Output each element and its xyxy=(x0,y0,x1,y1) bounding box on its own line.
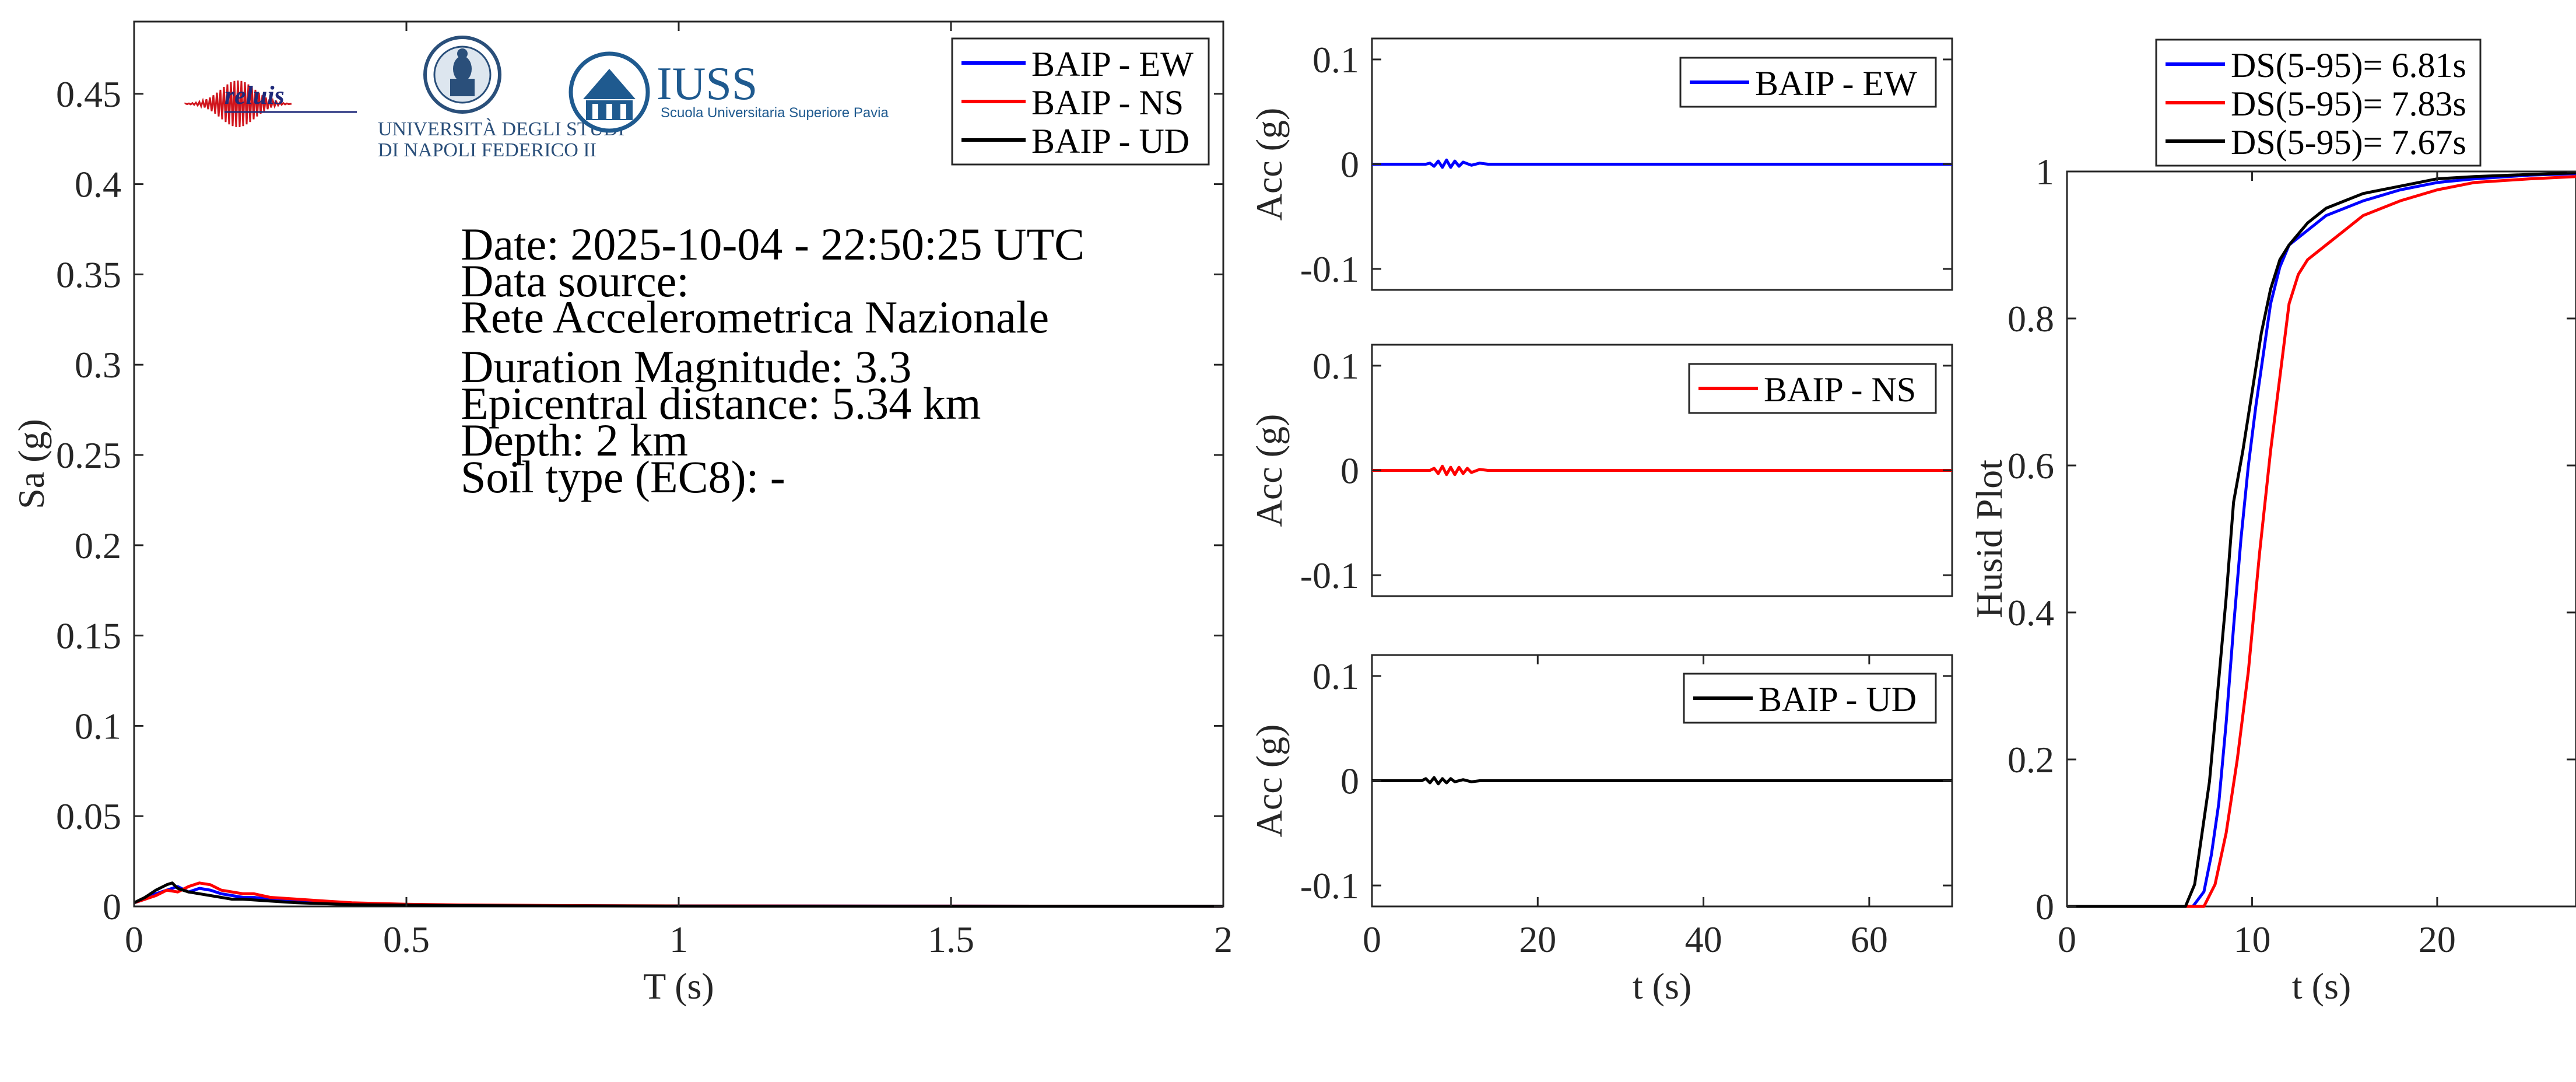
x-tick-label: 40 xyxy=(1685,919,1722,960)
y-tick-label: 0.8 xyxy=(2008,298,2054,339)
x-tick-label: 60 xyxy=(1851,919,1888,960)
soil-type: Soil type (EC8): - xyxy=(461,451,785,502)
x-tick-label: 20 xyxy=(1519,919,1556,960)
x-tick-label: 20 xyxy=(2419,919,2456,960)
legend-entry-label: DS(5-95)= 7.67s xyxy=(2231,123,2466,162)
legend-entry-label: BAIP - EW xyxy=(1755,64,1917,103)
legend-entry-label: BAIP - NS xyxy=(1031,83,1184,122)
duration-magnitude: Duration Magnitude: 3.3 xyxy=(461,341,911,392)
iuss-logo: IUSS Scuola Universitaria Superiore Pavi… xyxy=(568,51,889,133)
acceleration-ud-chart: -0.100.10 20 40 60t (s)Acc (g)BAIP - UD xyxy=(1248,654,1953,1007)
epicentral-distance: Epicentral distance: 5.34 km xyxy=(461,378,981,429)
university-seal-icon xyxy=(423,36,501,114)
reluis-logo: reluis xyxy=(184,80,357,127)
legend-entry-label: DS(5-95)= 6.81s xyxy=(2231,46,2466,85)
y-tick-label: -0.1 xyxy=(1300,248,1359,290)
data-source-value: Rete Accelerometrica Nazionale xyxy=(461,292,1049,342)
y-tick-label: 0.25 xyxy=(56,435,121,476)
axes-box xyxy=(2066,170,2576,908)
y-tick-label: 0 xyxy=(1340,761,1359,802)
acceleration-ns-chart: -0.1 0 0.1 Acc (g) BAIP - NS xyxy=(1248,344,1953,597)
x-tick-label: 2 xyxy=(1214,919,1233,960)
unina-name-line2: DI NAPOLI FEDERICO II xyxy=(378,139,596,161)
response-spectrum-chart: 0 0.05 0.1 0.15 0.2 0.25 0.3 0.35 0.4 0.45 0 0.5 1 1.… xyxy=(10,20,1233,1007)
y-tick-label: 0.1 xyxy=(75,705,121,747)
seismogram-logo-icon xyxy=(184,80,292,127)
event-info: Date: 2025-10-04 - 22:50:25 UTC Data sou… xyxy=(461,219,1085,502)
y-axis-label: Acc (g) xyxy=(1248,108,1290,221)
y-tick-label: 0 xyxy=(103,886,121,927)
y-axis-label: Acc (g) xyxy=(1248,724,1290,838)
data-source-label: Data source: xyxy=(461,255,689,306)
y-tick-label: 0.1 xyxy=(1312,656,1359,697)
depth: Depth: 2 km xyxy=(461,415,688,465)
y-tick-label: -0.1 xyxy=(1300,555,1359,596)
acceleration-ew-chart: -0.1 0 0.1 Acc (g) BAIP - EW xyxy=(1248,37,1953,291)
y-axis-label: Sa (g) xyxy=(10,419,52,509)
series-line-1 xyxy=(2067,172,2576,908)
legend-entry-label: BAIP - EW xyxy=(1031,45,1194,83)
legend-entry-label: BAIP - UD xyxy=(1031,122,1189,160)
x-tick-label: 0.5 xyxy=(383,919,430,960)
legend-entry-label: DS(5-95)= 7.83s xyxy=(2231,85,2466,123)
y-tick-label: 0.6 xyxy=(2008,445,2054,486)
y-tick-label: 0.35 xyxy=(56,254,121,295)
y-tick-label: 0.2 xyxy=(75,525,121,566)
seismogram-wave xyxy=(184,80,292,127)
legend-entry-label: BAIP - UD xyxy=(1759,680,1917,719)
y-axis-label: Acc (g) xyxy=(1248,414,1290,527)
legend-entry-label: BAIP - NS xyxy=(1764,370,1916,409)
y-axis-label: Husid Plot xyxy=(1968,460,2010,618)
x-tick-label: 1.5 xyxy=(928,919,974,960)
series-line-1 xyxy=(1372,158,1952,169)
unina-logo: UNIVERSITÀ DEGLI STUDI DI NAPOLI FEDERIC… xyxy=(378,36,624,161)
x-axis-label: t (s) xyxy=(2292,965,2351,1007)
x-tick-label: 10 xyxy=(2233,919,2270,960)
y-tick-label: 0.3 xyxy=(75,344,121,386)
y-tick-label: 0.05 xyxy=(56,796,121,837)
x-tick-label: 0 xyxy=(2058,919,2076,960)
x-tick-label: 0 xyxy=(1363,919,1381,960)
y-tick-label: -0.1 xyxy=(1300,865,1359,906)
series-line-2 xyxy=(2067,175,2576,908)
iuss-subtitle: Scuola Universitaria Superiore Pavia xyxy=(661,105,889,121)
y-tick-label: 0.1 xyxy=(1312,39,1359,80)
iuss-building-icon xyxy=(568,51,650,133)
x-axis-label: t (s) xyxy=(1633,965,1691,1007)
x-axis-label: T (s) xyxy=(643,965,714,1007)
husid-plot-chart: 00.20.40.60.810 10 20t (s)Husid PlotDS(5-9… xyxy=(1968,38,2576,1007)
y-tick-label: 0.4 xyxy=(2008,592,2054,633)
x-tick-label: 0 xyxy=(125,919,143,960)
y-tick-label: 0.15 xyxy=(56,615,121,657)
series-line-3 xyxy=(2067,171,2576,908)
series-line-1 xyxy=(1372,776,1952,786)
y-tick-label: 0.1 xyxy=(1312,345,1359,387)
y-tick-label: 0 xyxy=(2035,886,2054,927)
series-line-1 xyxy=(1372,464,1952,477)
y-tick-label: 0 xyxy=(1340,450,1359,492)
legend-box xyxy=(2155,38,2482,167)
series-line-3 xyxy=(133,881,1223,908)
reluis-logo-text: reluis xyxy=(224,81,285,110)
y-tick-label: 0.4 xyxy=(75,164,121,205)
x-tick-label: 1 xyxy=(669,919,688,960)
y-tick-label: 0.45 xyxy=(56,73,121,115)
event-date: Date: 2025-10-04 - 22:50:25 UTC xyxy=(461,219,1085,269)
iuss-name: IUSS xyxy=(657,58,757,110)
y-tick-label: 0 xyxy=(1340,144,1359,185)
y-tick-label: 1 xyxy=(2035,151,2054,192)
y-tick-label: 0.2 xyxy=(2008,739,2054,780)
